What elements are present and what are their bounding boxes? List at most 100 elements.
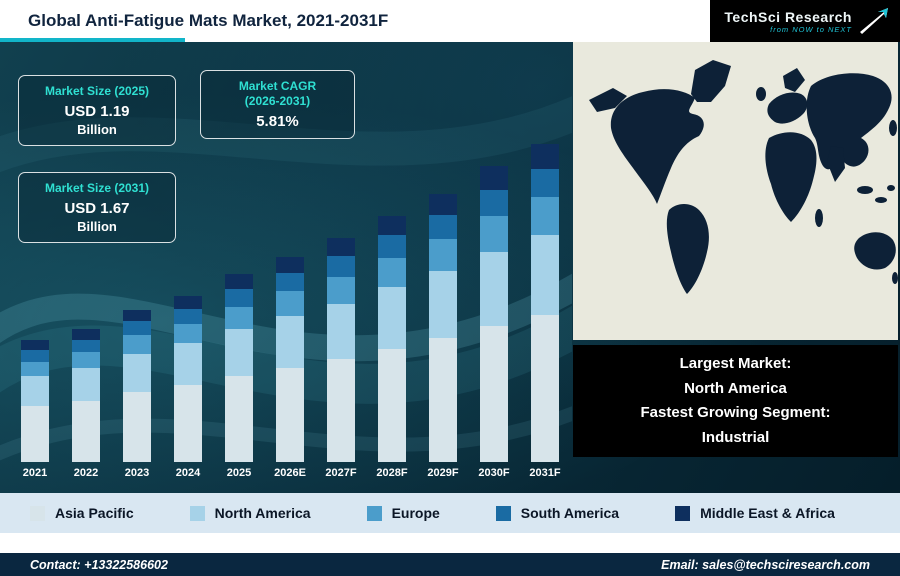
bar-segment-north-america[interactable] <box>429 271 457 338</box>
bar-segment-middle-east-africa[interactable] <box>174 295 202 310</box>
bar-segment-south-america[interactable] <box>480 190 508 217</box>
bar-segment-asia-pacific[interactable] <box>174 384 202 462</box>
bar-segment-north-america[interactable] <box>174 343 202 385</box>
legend-item-south-america[interactable]: South America <box>495 505 619 521</box>
stacked-bar-2022[interactable] <box>72 329 100 462</box>
bar-segment-south-america[interactable] <box>276 273 304 292</box>
bar-segment-north-america[interactable] <box>225 328 253 376</box>
bar-segment-north-america[interactable] <box>72 367 100 401</box>
stacked-bar-chart: 2021 2022 2023 2024 2025 2026E 2027F 2028F 2029F… <box>12 144 568 479</box>
bar-segment-south-america[interactable] <box>225 289 253 307</box>
bar-segment-middle-east-africa[interactable] <box>276 257 304 274</box>
market-cagr-value: 5.81% <box>256 113 299 130</box>
world-map-image <box>573 42 898 340</box>
bar-segment-north-america[interactable] <box>531 235 559 316</box>
bar-segment-middle-east-africa[interactable] <box>429 193 457 216</box>
legend-item-middle-east-africa[interactable]: Middle East & Africa <box>675 505 835 521</box>
bar-segment-north-america[interactable] <box>480 251 508 327</box>
largest-market-panel: Largest Market: North America Fastest Gr… <box>573 345 898 457</box>
legend-item-asia-pacific[interactable]: Asia Pacific <box>30 505 134 521</box>
market-size-2025-box: Market Size (2025) USD 1.19 Billion <box>18 75 176 146</box>
stacked-bar-2031F[interactable] <box>531 144 559 462</box>
bar-segment-north-america[interactable] <box>276 315 304 368</box>
logo-tagline: from NOW to NEXT <box>770 24 852 34</box>
bar-segment-europe[interactable] <box>225 306 253 329</box>
world-map <box>573 42 898 340</box>
bar-segment-europe[interactable] <box>378 257 406 288</box>
bar-segment-europe[interactable] <box>480 216 508 252</box>
footer-gap <box>0 533 900 550</box>
bar-segment-middle-east-africa[interactable] <box>531 144 559 169</box>
bar-segment-north-america[interactable] <box>123 353 151 393</box>
bar-segment-asia-pacific[interactable] <box>378 348 406 462</box>
legend-swatch <box>675 505 691 521</box>
bar-column-2022: 2022 <box>63 329 109 479</box>
bar-segment-europe[interactable] <box>123 335 151 354</box>
legend-swatch <box>366 505 382 521</box>
market-size-2031-box: Market Size (2031) USD 1.67 Billion <box>18 172 176 243</box>
bar-segment-europe[interactable] <box>72 351 100 368</box>
bar-segment-europe[interactable] <box>174 324 202 344</box>
stacked-bar-2026E[interactable] <box>276 257 304 462</box>
stacked-bar-2029F[interactable] <box>429 193 457 462</box>
legend-label: Europe <box>391 505 440 521</box>
stacked-bar-2021[interactable] <box>21 340 49 462</box>
x-axis-label-2027F: 2027F <box>325 467 357 479</box>
bar-segment-middle-east-africa[interactable] <box>378 215 406 236</box>
stacked-bar-2025[interactable] <box>225 273 253 462</box>
bar-segment-asia-pacific[interactable] <box>480 326 508 462</box>
bar-segment-middle-east-africa[interactable] <box>21 340 49 351</box>
bar-segment-north-america[interactable] <box>21 375 49 407</box>
contact-email: Email: sales@techsciresearch.com <box>661 557 870 572</box>
bar-segment-north-america[interactable] <box>327 303 355 360</box>
bar-segment-south-america[interactable] <box>72 339 100 352</box>
legend-item-europe[interactable]: Europe <box>366 505 440 521</box>
legend-swatch <box>495 505 511 521</box>
bar-segment-asia-pacific[interactable] <box>531 315 559 462</box>
bar-segment-europe[interactable] <box>531 197 559 236</box>
page-title: Global Anti-Fatigue Mats Market, 2021-20… <box>28 11 389 30</box>
bar-segment-middle-east-africa[interactable] <box>225 273 253 290</box>
bar-segment-south-america[interactable] <box>21 350 49 362</box>
largest-market-value: North America <box>684 379 787 397</box>
bar-segment-asia-pacific[interactable] <box>21 406 49 462</box>
x-axis-label-2022: 2022 <box>73 467 99 479</box>
bar-segment-europe[interactable] <box>21 361 49 376</box>
bar-segment-middle-east-africa[interactable] <box>123 309 151 322</box>
bar-column-2026E: 2026E <box>267 257 313 479</box>
chart-area: Market Size (2025) USD 1.19 Billion Mark… <box>0 42 900 493</box>
bar-segment-asia-pacific[interactable] <box>276 367 304 462</box>
bar-segment-middle-east-africa[interactable] <box>327 237 355 257</box>
bar-segment-asia-pacific[interactable] <box>123 392 151 462</box>
bar-segment-middle-east-africa[interactable] <box>72 329 100 340</box>
legend-swatch <box>189 505 205 521</box>
title-underline <box>0 38 185 42</box>
x-axis-label-2031F: 2031F <box>529 467 561 479</box>
bar-segment-asia-pacific[interactable] <box>429 337 457 462</box>
bar-segment-europe[interactable] <box>429 238 457 272</box>
stacked-bar-2024[interactable] <box>174 295 202 462</box>
legend-label: North America <box>214 505 311 521</box>
legend-item-north-america[interactable]: North America <box>189 505 311 521</box>
stacked-bar-2023[interactable] <box>123 309 151 462</box>
bar-segment-south-america[interactable] <box>378 235 406 258</box>
bar-segment-europe[interactable] <box>327 276 355 304</box>
stacked-bar-2027F[interactable] <box>327 237 355 462</box>
bar-segment-south-america[interactable] <box>327 256 355 277</box>
stacked-bar-2028F[interactable] <box>378 215 406 462</box>
x-axis-label-2025: 2025 <box>226 467 252 479</box>
bar-segment-south-america[interactable] <box>123 321 151 336</box>
bar-segment-north-america[interactable] <box>378 287 406 349</box>
bar-segment-south-america[interactable] <box>531 168 559 198</box>
bar-segment-south-america[interactable] <box>174 309 202 325</box>
bar-segment-asia-pacific[interactable] <box>225 375 253 462</box>
bar-segment-asia-pacific[interactable] <box>327 359 355 462</box>
legend-label: Asia Pacific <box>55 505 134 521</box>
bar-segment-europe[interactable] <box>276 291 304 316</box>
bar-segment-middle-east-africa[interactable] <box>480 166 508 191</box>
bar-segment-south-america[interactable] <box>429 215 457 239</box>
bar-segment-asia-pacific[interactable] <box>72 400 100 462</box>
techsci-logo: TechSci Research from NOW to NEXT <box>710 0 900 42</box>
stacked-bar-2030F[interactable] <box>480 166 508 462</box>
